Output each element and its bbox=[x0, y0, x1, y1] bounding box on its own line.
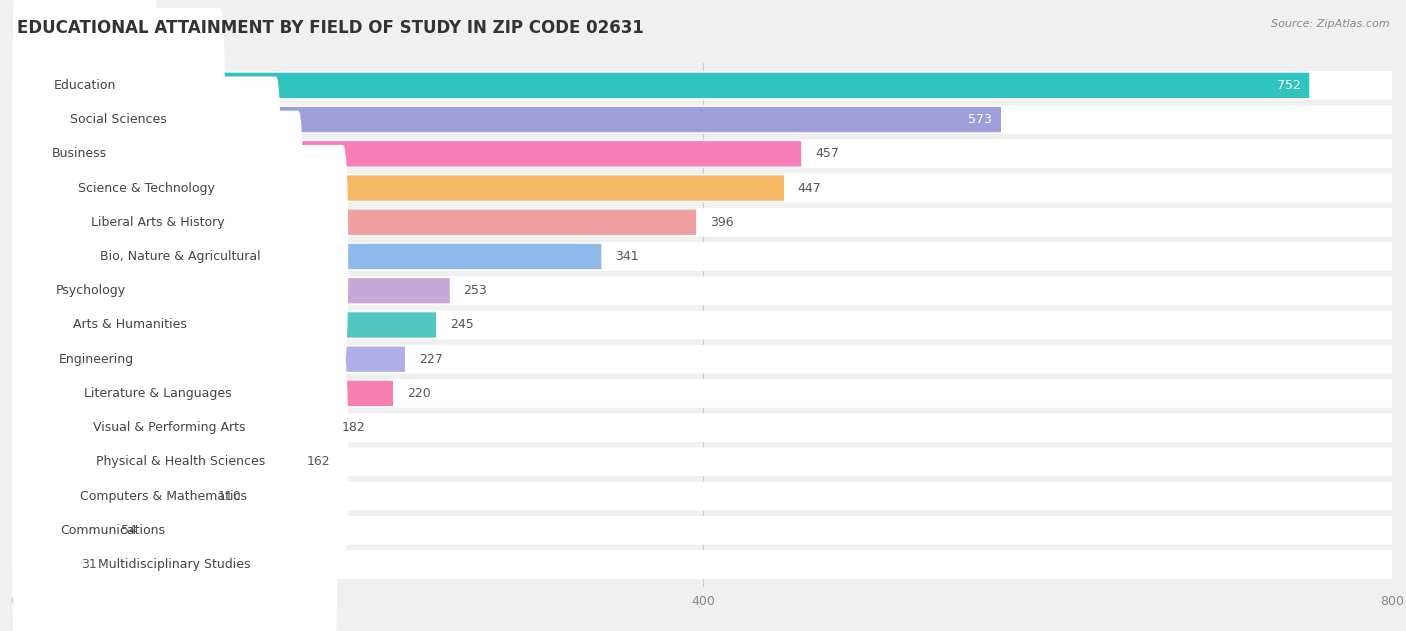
Text: 253: 253 bbox=[464, 284, 488, 297]
FancyBboxPatch shape bbox=[13, 76, 281, 300]
FancyBboxPatch shape bbox=[13, 419, 214, 631]
FancyBboxPatch shape bbox=[14, 312, 436, 338]
FancyBboxPatch shape bbox=[13, 179, 169, 403]
FancyBboxPatch shape bbox=[14, 379, 1392, 408]
FancyBboxPatch shape bbox=[14, 278, 450, 304]
FancyBboxPatch shape bbox=[13, 282, 304, 505]
FancyBboxPatch shape bbox=[14, 415, 328, 440]
Text: Multidisciplinary Studies: Multidisciplinary Studies bbox=[98, 558, 250, 571]
FancyBboxPatch shape bbox=[14, 413, 1392, 442]
FancyBboxPatch shape bbox=[13, 42, 146, 266]
Text: Liberal Arts & History: Liberal Arts & History bbox=[91, 216, 225, 229]
Text: Psychology: Psychology bbox=[56, 284, 125, 297]
FancyBboxPatch shape bbox=[14, 71, 1392, 100]
Text: 457: 457 bbox=[815, 147, 839, 160]
Text: Bio, Nature & Agricultural: Bio, Nature & Agricultural bbox=[100, 250, 260, 263]
FancyBboxPatch shape bbox=[13, 0, 157, 197]
Text: Computers & Mathematics: Computers & Mathematics bbox=[80, 490, 247, 503]
Text: Communications: Communications bbox=[60, 524, 166, 537]
Text: Business: Business bbox=[52, 147, 107, 160]
Text: 341: 341 bbox=[616, 250, 638, 263]
FancyBboxPatch shape bbox=[13, 350, 349, 574]
Text: Physical & Health Sciences: Physical & Health Sciences bbox=[96, 456, 264, 468]
Text: Education: Education bbox=[53, 79, 117, 92]
FancyBboxPatch shape bbox=[14, 242, 1392, 271]
FancyBboxPatch shape bbox=[14, 380, 394, 406]
Text: 573: 573 bbox=[969, 113, 993, 126]
FancyBboxPatch shape bbox=[14, 175, 785, 201]
Text: Source: ZipAtlas.com: Source: ZipAtlas.com bbox=[1271, 19, 1389, 29]
Text: Social Sciences: Social Sciences bbox=[70, 113, 167, 126]
Text: 162: 162 bbox=[307, 456, 330, 468]
FancyBboxPatch shape bbox=[14, 105, 1392, 134]
FancyBboxPatch shape bbox=[13, 453, 337, 631]
FancyBboxPatch shape bbox=[14, 346, 405, 372]
FancyBboxPatch shape bbox=[13, 145, 349, 368]
FancyBboxPatch shape bbox=[14, 208, 1392, 237]
Text: 220: 220 bbox=[406, 387, 430, 400]
FancyBboxPatch shape bbox=[14, 447, 1392, 476]
Text: 31: 31 bbox=[82, 558, 97, 571]
FancyBboxPatch shape bbox=[13, 316, 326, 540]
Text: 396: 396 bbox=[710, 216, 734, 229]
Text: 54: 54 bbox=[121, 524, 136, 537]
Text: Arts & Humanities: Arts & Humanities bbox=[73, 319, 187, 331]
Text: EDUCATIONAL ATTAINMENT BY FIELD OF STUDY IN ZIP CODE 02631: EDUCATIONAL ATTAINMENT BY FIELD OF STUDY… bbox=[17, 19, 644, 37]
FancyBboxPatch shape bbox=[14, 345, 1392, 374]
FancyBboxPatch shape bbox=[14, 139, 1392, 168]
FancyBboxPatch shape bbox=[14, 552, 67, 577]
Text: Engineering: Engineering bbox=[59, 353, 134, 366]
FancyBboxPatch shape bbox=[14, 174, 1392, 203]
FancyBboxPatch shape bbox=[14, 209, 696, 235]
FancyBboxPatch shape bbox=[14, 517, 107, 543]
Text: 245: 245 bbox=[450, 319, 474, 331]
Text: Literature & Languages: Literature & Languages bbox=[84, 387, 232, 400]
FancyBboxPatch shape bbox=[14, 244, 602, 269]
FancyBboxPatch shape bbox=[14, 107, 1001, 133]
Text: 227: 227 bbox=[419, 353, 443, 366]
Text: 110: 110 bbox=[218, 490, 240, 503]
FancyBboxPatch shape bbox=[13, 384, 315, 608]
Text: 447: 447 bbox=[797, 182, 821, 194]
Text: 752: 752 bbox=[1277, 79, 1301, 92]
FancyBboxPatch shape bbox=[13, 8, 225, 231]
FancyBboxPatch shape bbox=[14, 483, 204, 509]
Text: 182: 182 bbox=[342, 421, 366, 434]
Text: Visual & Performing Arts: Visual & Performing Arts bbox=[93, 421, 245, 434]
FancyBboxPatch shape bbox=[14, 276, 1392, 305]
FancyBboxPatch shape bbox=[14, 73, 1309, 98]
FancyBboxPatch shape bbox=[14, 310, 1392, 339]
FancyBboxPatch shape bbox=[14, 141, 801, 167]
FancyBboxPatch shape bbox=[14, 550, 1392, 579]
FancyBboxPatch shape bbox=[14, 481, 1392, 510]
FancyBboxPatch shape bbox=[14, 449, 292, 475]
Text: Science & Technology: Science & Technology bbox=[79, 182, 215, 194]
FancyBboxPatch shape bbox=[13, 247, 180, 471]
FancyBboxPatch shape bbox=[14, 516, 1392, 545]
FancyBboxPatch shape bbox=[13, 213, 247, 437]
FancyBboxPatch shape bbox=[13, 110, 304, 334]
